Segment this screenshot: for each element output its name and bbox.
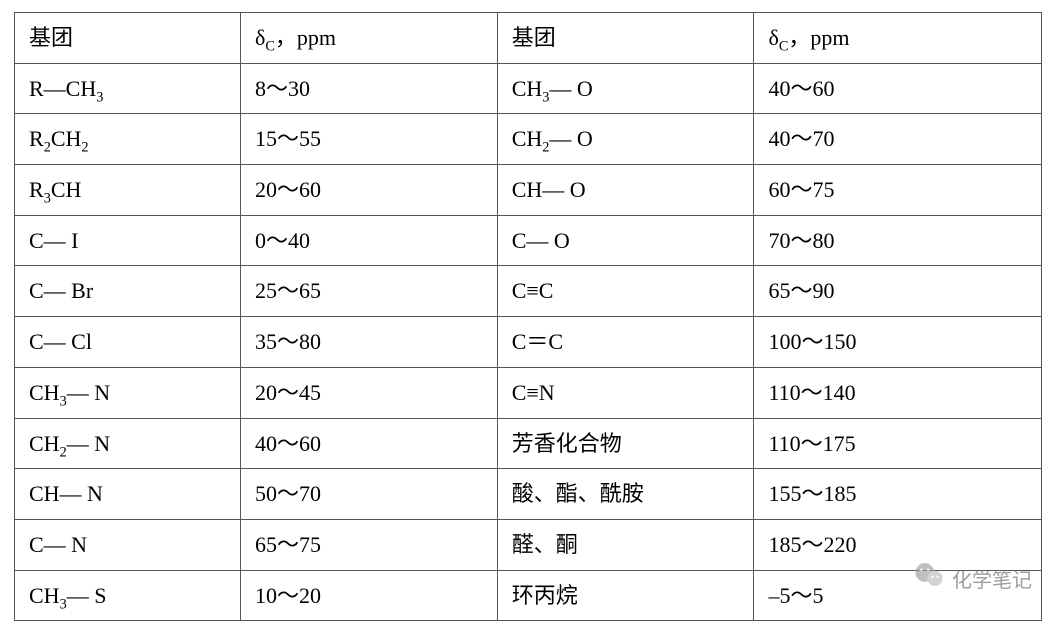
table-row: C— I0～40C— O70～80 <box>15 215 1042 266</box>
ppm-a-cell: 40～60 <box>240 418 497 469</box>
ppm-a-cell: 20～60 <box>240 165 497 216</box>
group-b-cell: C＝C <box>497 317 754 368</box>
table-row: CH3— N20～45C≡N110～140 <box>15 367 1042 418</box>
ppm-b-cell: 185～220 <box>754 519 1042 570</box>
group-b-cell: C≡N <box>497 367 754 418</box>
table-row: R2CH215～55CH2— O40～70 <box>15 114 1042 165</box>
ppm-a-cell: 15～55 <box>240 114 497 165</box>
group-a-cell: C— Cl <box>15 317 241 368</box>
group-a-cell: R2CH2 <box>15 114 241 165</box>
ppm-a-cell: 8～30 <box>240 63 497 114</box>
ppm-b-cell: 155～185 <box>754 469 1042 520</box>
ppm-b-cell: –5～5 <box>754 570 1042 621</box>
col-group-a: 基团 <box>15 13 241 64</box>
ppm-a-cell: 50～70 <box>240 469 497 520</box>
table-header-row: 基团δC，ppm基团δC，ppm <box>15 13 1042 64</box>
table-row: R—CH38～30CH3— O40～60 <box>15 63 1042 114</box>
group-b-cell: 醛、酮 <box>497 519 754 570</box>
group-a-cell: CH3— S <box>15 570 241 621</box>
table-row: R3CH20～60CH— O60～75 <box>15 165 1042 216</box>
table-row: C— Cl35～80C＝C100～150 <box>15 317 1042 368</box>
ppm-a-cell: 0～40 <box>240 215 497 266</box>
ppm-a-cell: 65～75 <box>240 519 497 570</box>
group-a-cell: R—CH3 <box>15 63 241 114</box>
ppm-b-cell: 40～60 <box>754 63 1042 114</box>
table-row: CH2— N40～60芳香化合物110～175 <box>15 418 1042 469</box>
ppm-a-cell: 10～20 <box>240 570 497 621</box>
ppm-b-cell: 65～90 <box>754 266 1042 317</box>
group-a-cell: C— I <box>15 215 241 266</box>
ppm-b-cell: 70～80 <box>754 215 1042 266</box>
group-a-cell: R3CH <box>15 165 241 216</box>
ppm-a-cell: 35～80 <box>240 317 497 368</box>
group-b-cell: 酸、酯、酰胺 <box>497 469 754 520</box>
group-b-cell: CH— O <box>497 165 754 216</box>
group-a-cell: CH— N <box>15 469 241 520</box>
nmr-shift-table: 基团δC，ppm基团δC，ppmR—CH38～30CH3— O40～60R2CH… <box>14 12 1042 621</box>
group-b-cell: C≡C <box>497 266 754 317</box>
ppm-b-cell: 110～140 <box>754 367 1042 418</box>
group-a-cell: CH3— N <box>15 367 241 418</box>
table-row: CH3— S10～20环丙烷–5～5 <box>15 570 1042 621</box>
table-row: C— N65～75醛、酮185～220 <box>15 519 1042 570</box>
group-a-cell: C— N <box>15 519 241 570</box>
col-ppm-a: δC，ppm <box>240 13 497 64</box>
ppm-a-cell: 25～65 <box>240 266 497 317</box>
ppm-b-cell: 40～70 <box>754 114 1042 165</box>
ppm-a-cell: 20～45 <box>240 367 497 418</box>
group-b-cell: 环丙烷 <box>497 570 754 621</box>
col-ppm-b: δC，ppm <box>754 13 1042 64</box>
table-row: C— Br25～65C≡C65～90 <box>15 266 1042 317</box>
col-group-b: 基团 <box>497 13 754 64</box>
ppm-b-cell: 100～150 <box>754 317 1042 368</box>
group-b-cell: 芳香化合物 <box>497 418 754 469</box>
ppm-b-cell: 110～175 <box>754 418 1042 469</box>
group-a-cell: C— Br <box>15 266 241 317</box>
ppm-b-cell: 60～75 <box>754 165 1042 216</box>
group-b-cell: CH3— O <box>497 63 754 114</box>
group-a-cell: CH2— N <box>15 418 241 469</box>
table-row: CH— N50～70酸、酯、酰胺155～185 <box>15 469 1042 520</box>
group-b-cell: C— O <box>497 215 754 266</box>
group-b-cell: CH2— O <box>497 114 754 165</box>
